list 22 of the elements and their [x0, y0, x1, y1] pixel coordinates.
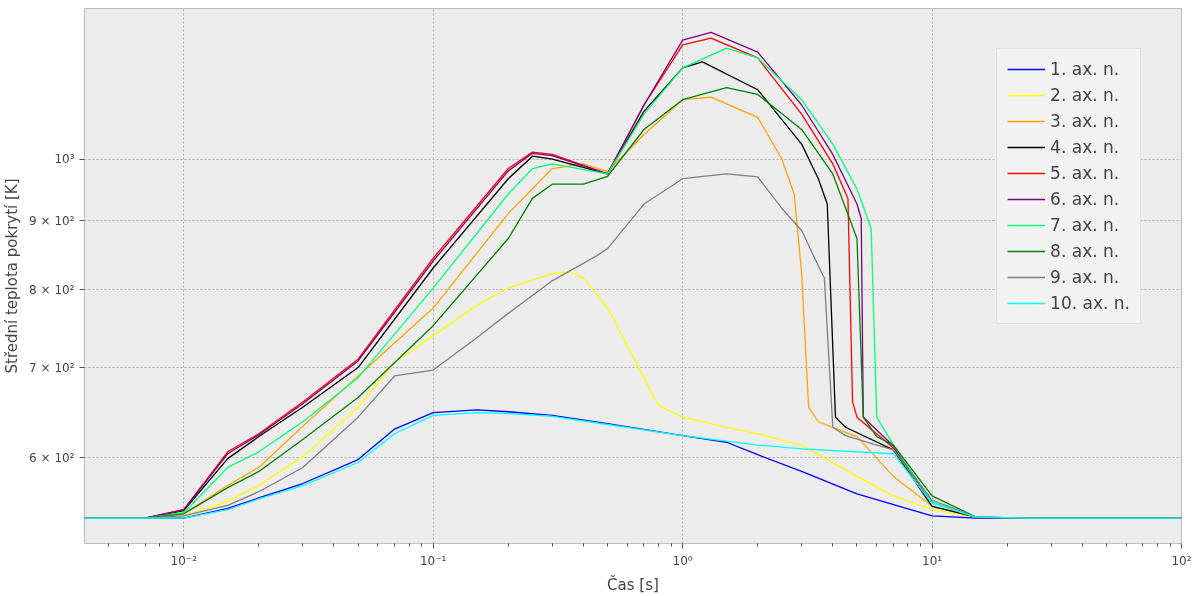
x-tick-label: 10⁰: [672, 553, 693, 568]
legend-label: 9. ax. n.: [1050, 267, 1120, 287]
x-tick-label: 10²: [1171, 553, 1192, 568]
y-axis-title: Střední teplota pokrytí [K]: [3, 178, 22, 374]
legend-label: 5. ax. n.: [1050, 163, 1120, 183]
y-tick-label: 8 × 10²: [29, 282, 75, 297]
y-tick-label: 6 × 10²: [29, 450, 75, 465]
legend-label: 7. ax. n.: [1050, 215, 1120, 235]
y-tick-label: 9 × 10²: [29, 213, 75, 228]
legend-label: 3. ax. n.: [1050, 111, 1120, 131]
x-tick-label: 10¹: [922, 553, 943, 568]
legend-label: 8. ax. n.: [1050, 241, 1120, 261]
legend-label: 10. ax. n.: [1050, 293, 1130, 313]
x-tick-label: 10⁻²: [170, 553, 198, 568]
legend-label: 1. ax. n.: [1050, 59, 1120, 79]
y-tick-label: 7 × 10²: [29, 360, 75, 375]
legend-label: 6. ax. n.: [1050, 189, 1120, 209]
y-tick-label: 10³: [54, 152, 75, 167]
x-tick-label: 10⁻¹: [419, 553, 447, 568]
legend-label: 4. ax. n.: [1050, 137, 1120, 157]
x-axis-title: Čas [s]: [607, 574, 659, 594]
legend-label: 2. ax. n.: [1050, 85, 1120, 105]
